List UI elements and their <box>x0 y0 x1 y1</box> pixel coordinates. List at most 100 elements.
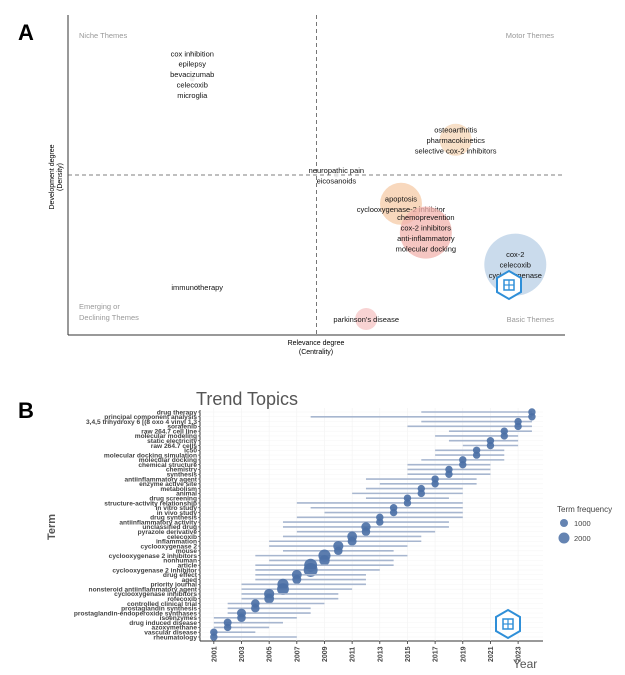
cluster-label: molecular docking <box>396 244 456 253</box>
legend-label-2000: 2000 <box>574 534 591 543</box>
term-label: 3,4,5 trihydroxy 6 [(8 oxo 4 vinyl 1,3 <box>86 419 197 426</box>
term-label: nonhuman <box>163 558 197 565</box>
cluster-label: microglia <box>177 91 208 100</box>
panel-b-label: B <box>18 398 34 423</box>
term-label: drug effect <box>163 572 198 579</box>
term-label: structure-activity relationship <box>104 500 197 507</box>
watermark-badge-a <box>496 269 522 301</box>
panel-a-label: A <box>18 20 34 45</box>
term-point <box>528 413 536 421</box>
trend-topics-x-ticks: 2001 2003 2005 2007 2009 2011 2013 2015 2017 2019… <box>211 641 523 662</box>
trend-topics-x-label: Year <box>513 657 537 671</box>
x-tick-label: 2007 <box>294 646 301 662</box>
term-point <box>459 460 467 469</box>
cluster-bubble <box>399 206 452 259</box>
term-label: priority journal <box>150 582 197 589</box>
legend-label-1000: 1000 <box>574 519 591 528</box>
term-label: sorafenib <box>167 424 197 431</box>
legend-key-1000 <box>560 519 568 527</box>
term-point <box>251 604 260 613</box>
term-label: molecular docking <box>139 457 197 464</box>
term-point <box>431 480 439 488</box>
cluster-bubble <box>194 284 200 290</box>
x-tick-label: 2019 <box>460 646 467 662</box>
term-point <box>376 518 384 526</box>
term-label: drug screening <box>149 495 197 502</box>
cluster-label: eicosanoids <box>317 176 357 185</box>
term-label: aged <box>182 577 197 584</box>
term-point <box>389 508 398 517</box>
x-tick-label: 2011 <box>350 647 357 662</box>
term-label: cyclooxygenase 2 inhibitor <box>112 567 197 574</box>
term-label: azoxymethane <box>152 625 198 632</box>
term-label: mouse <box>176 548 198 555</box>
cluster-label: cox-2 inhibitors <box>401 223 452 232</box>
cluster-label: epilepsy <box>178 59 206 68</box>
legend-title: Term frequency <box>557 505 612 514</box>
term-point <box>223 623 232 632</box>
quadrant-label-emerging-line-1: Emerging or <box>79 302 120 311</box>
term-point <box>347 536 357 546</box>
cluster-label: bevacizumab <box>170 70 214 79</box>
x-tick-label: 2001 <box>211 646 218 662</box>
term-label: animal <box>176 491 197 498</box>
quadrant-label-basic: Basic Themes <box>507 315 555 324</box>
term-label: in vitro study <box>156 505 198 512</box>
cluster-bubble <box>439 123 472 156</box>
x-tick-label: 2013 <box>377 646 384 662</box>
term-label: isoenzymes <box>160 615 198 622</box>
term-label: static electricity <box>147 438 197 445</box>
legend-key-2000 <box>558 532 570 544</box>
x-tick-label: 2005 <box>267 646 274 662</box>
thematic-map: Niche Themes Motor Themes Emerging or De… <box>49 15 565 356</box>
term-label: prostaglandin synthesis <box>121 606 197 613</box>
term-point <box>361 527 371 536</box>
x-tick-label: 2003 <box>239 646 246 662</box>
cluster-label: immunotherapy <box>171 283 223 292</box>
cluster-bubble <box>333 172 339 178</box>
thematic-map-x-label-line-1: Relevance degree <box>288 340 345 347</box>
term-point <box>303 563 318 577</box>
cluster-bubble <box>189 50 195 56</box>
term-label: in vivo study <box>157 510 198 517</box>
cluster-label: selective cox-2 inhibitors <box>415 146 497 155</box>
term-frequency-legend: Term frequency 1000 2000 <box>557 505 612 544</box>
term-label: drug induced disease <box>129 620 197 627</box>
x-tick-label: 2015 <box>405 646 412 662</box>
term-label: pyrazole derivative <box>138 529 198 536</box>
term-label: raw 264.7 cells <box>151 443 198 450</box>
term-label: molecular docking simulation <box>104 452 197 459</box>
trend-topics-y-label: Term <box>46 514 58 540</box>
term-label: nonsteroid antiinflammatory agent <box>89 586 198 593</box>
term-label: cyclooxygenase 2 <box>141 543 198 550</box>
cluster-label: neuropathic pain <box>309 166 364 175</box>
term-point <box>500 432 508 440</box>
cluster-label: celecoxib <box>500 261 531 270</box>
term-point <box>237 613 246 623</box>
term-point <box>417 489 425 498</box>
thematic-map-y-label-line-1: Development degree <box>49 144 56 209</box>
term-label: antiinflammatory agent <box>124 476 197 483</box>
trend-topics-title: Trend Topics <box>196 389 298 409</box>
cluster-label: celecoxib <box>177 80 208 89</box>
term-label: antiinflammatory activity <box>119 519 197 526</box>
term-label: rheumatology <box>153 634 197 641</box>
watermark-badge-b <box>495 608 521 640</box>
term-label: metabolism <box>160 486 197 493</box>
term-point <box>486 441 495 450</box>
x-tick-label: 2017 <box>433 646 440 662</box>
term-point <box>319 555 330 566</box>
thematic-map-x-label-line-2: (Centrality) <box>299 349 333 356</box>
thematic-map-y-label-line-2: (Density) <box>57 163 64 191</box>
term-label: controlled clinical trial <box>127 601 197 608</box>
term-label: vascular disease <box>144 630 197 637</box>
term-label: prostaglandin-endoperoxide synthases <box>74 610 197 617</box>
term-label: synthesis <box>167 472 198 479</box>
x-tick-label: 2009 <box>322 646 329 662</box>
term-point <box>264 593 275 604</box>
term-label: ic50 <box>184 448 197 455</box>
cluster-label: cox inhibition <box>171 49 214 58</box>
